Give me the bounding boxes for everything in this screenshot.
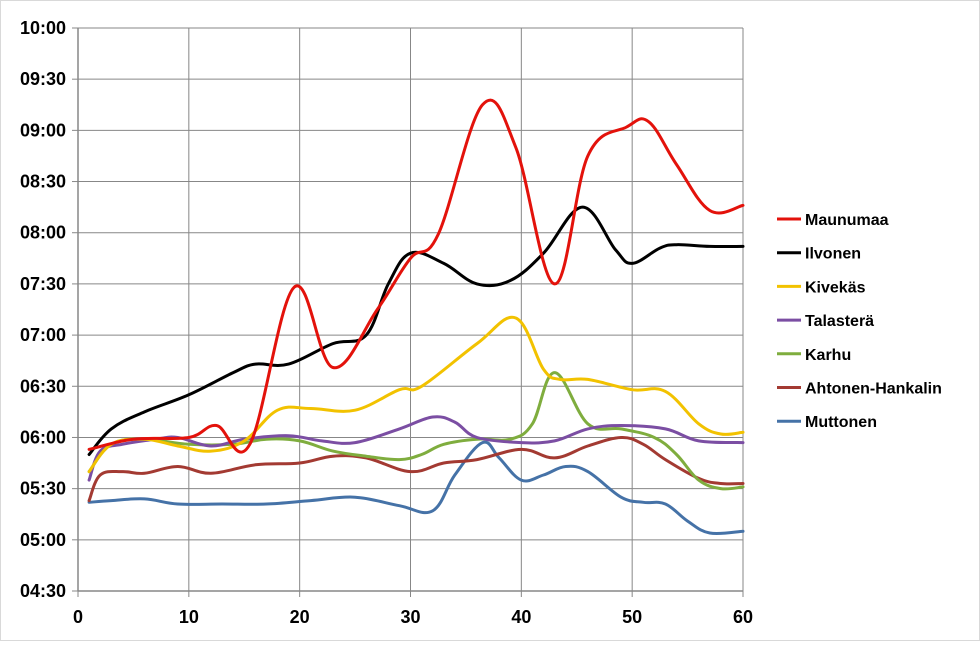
legend: Maunumaa Ilvonen Kivekäs Talasterä Karhu Ahto… xyxy=(777,212,942,431)
legend-label: Ilvonen xyxy=(805,246,861,263)
x-tick-label: 30 xyxy=(400,607,420,627)
legend-label: Talasterä xyxy=(805,313,874,330)
y-tick-label: 04:30 xyxy=(20,581,66,601)
x-tick-label: 20 xyxy=(290,607,310,627)
legend-label: Muttonen xyxy=(805,414,877,431)
y-tick-label: 07:30 xyxy=(20,274,66,294)
y-tick-label: 09:30 xyxy=(20,69,66,89)
legend-label: Kivekäs xyxy=(805,279,866,296)
y-tick-label: 05:30 xyxy=(20,479,66,499)
legend-label: Maunumaa xyxy=(805,212,889,229)
x-axis-tick-labels: 0 10 20 30 40 50 60 xyxy=(73,607,753,627)
series-lines xyxy=(87,98,745,536)
x-tick-label: 60 xyxy=(733,607,753,627)
y-tick-label: 10:00 xyxy=(20,18,66,38)
legend-label: Ahtonen-Hankalin xyxy=(805,381,942,398)
legend-label: Karhu xyxy=(805,347,851,364)
y-tick-label: 06:30 xyxy=(20,376,66,396)
x-tick-label: 0 xyxy=(73,607,83,627)
y-tick-label: 06:00 xyxy=(20,427,66,447)
series-line-kivek-s xyxy=(87,315,745,474)
x-tick-label: 10 xyxy=(179,607,199,627)
x-tick-label: 50 xyxy=(622,607,642,627)
x-tick-label: 40 xyxy=(511,607,531,627)
y-tick-label: 05:00 xyxy=(20,530,66,550)
axes xyxy=(72,27,744,597)
y-tick-label: 09:00 xyxy=(20,120,66,140)
series-line-ahtonen-hankalin xyxy=(87,435,745,503)
gridlines xyxy=(77,27,744,592)
y-tick-label: 08:00 xyxy=(20,223,66,243)
series-line-muttonen xyxy=(87,440,745,536)
series-line-maunumaa xyxy=(87,98,745,454)
y-axis-tick-labels: 10:00 09:30 09:00 08:30 08:00 07:30 07:00 06:30… xyxy=(20,18,66,601)
y-tick-label: 08:30 xyxy=(20,172,66,192)
y-tick-label: 07:00 xyxy=(20,325,66,345)
series-line-ilvonen xyxy=(87,205,745,456)
